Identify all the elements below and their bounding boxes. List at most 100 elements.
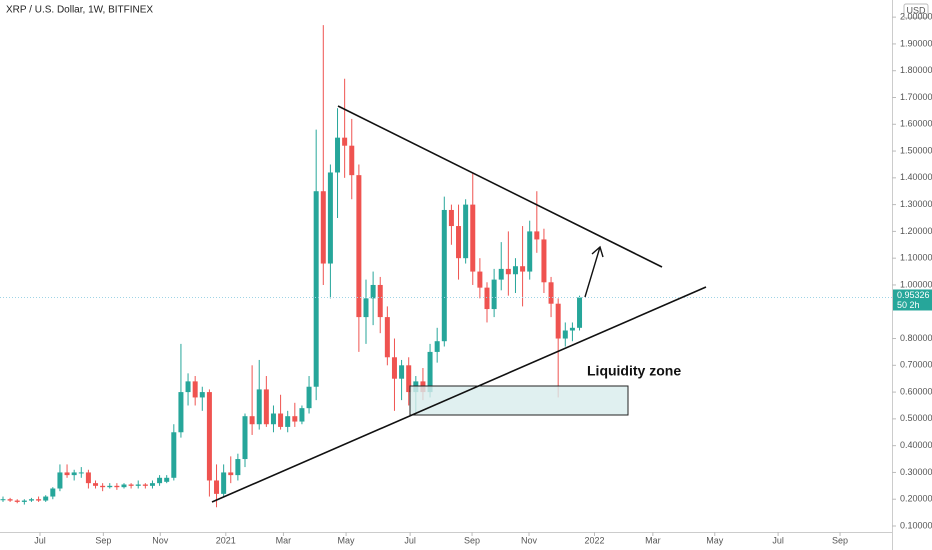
y-tick-label: 1.40000: [900, 172, 932, 182]
candle-body: [100, 485, 106, 488]
y-tick-label: 0.30000: [900, 467, 932, 477]
candle-body: [349, 145, 355, 176]
candle-body: [320, 191, 326, 264]
candle-body: [391, 357, 397, 379]
x-tick-label: May: [706, 535, 724, 545]
candle-body: [0, 499, 6, 501]
candle-body: [128, 484, 134, 486]
candle-body: [498, 268, 504, 280]
candle-body: [249, 416, 255, 425]
candle-body: [242, 416, 248, 460]
y-tick-label: 0.70000: [900, 360, 932, 370]
lower-trendline: [211, 286, 707, 503]
candle-body: [534, 231, 540, 240]
x-tick-label: Sep: [464, 535, 480, 545]
candle-body: [477, 271, 483, 288]
y-tick-label: 1.00000: [900, 279, 932, 289]
candle-body: [292, 416, 298, 422]
y-tick-label: 1.70000: [900, 92, 932, 102]
unit-box: [903, 3, 929, 19]
candle-body: [434, 341, 440, 352]
candle-body: [221, 472, 227, 494]
x-tick-label: Nov: [521, 535, 538, 545]
candle-body: [43, 496, 49, 501]
candle-body: [541, 239, 547, 283]
candle-body: [36, 499, 42, 501]
candle-body: [527, 231, 533, 272]
candle-body: [263, 389, 269, 425]
y-tick-label: 0.10000: [900, 520, 932, 530]
candle-body: [93, 483, 99, 486]
y-tick-label: 0.60000: [900, 386, 932, 396]
x-tick-label: Sep: [95, 535, 111, 545]
x-tick-label: Sep: [832, 535, 848, 545]
candle-body: [64, 472, 70, 476]
candle-body: [21, 500, 27, 502]
candle-body: [214, 480, 220, 494]
candle-body: [107, 485, 113, 488]
candle-body: [270, 413, 276, 425]
annotation: Liquidity zone: [587, 363, 681, 379]
candle-body: [569, 327, 575, 331]
y-tick-label: 0.80000: [900, 333, 932, 343]
candle-body: [256, 389, 262, 425]
candle-body: [7, 499, 13, 501]
x-tick-label: 2022: [584, 535, 604, 545]
candle-body: [135, 484, 141, 486]
countdown-label: 50 2h: [897, 300, 920, 310]
candle-body: [185, 381, 191, 393]
x-tick-label: 2021: [216, 535, 236, 545]
candle-body: [427, 351, 433, 393]
candle-body: [327, 172, 333, 264]
candle-body: [406, 365, 412, 393]
candle-body: [520, 266, 526, 272]
chart-title: XRP / U.S. Dollar, 1W, BITFINEX: [6, 5, 153, 16]
y-tick-label: 0.40000: [900, 440, 932, 450]
candle-body: [285, 416, 291, 427]
candle-body: [441, 209, 447, 342]
candle-body: [206, 392, 212, 481]
y-tick-label: 1.60000: [900, 119, 932, 129]
candle-body: [199, 392, 205, 398]
x-tick-label: Jul: [772, 535, 784, 545]
x-tick-label: Nov: [152, 535, 169, 545]
candle-body: [164, 477, 170, 482]
candle-body: [463, 204, 469, 259]
x-tick-label: Jul: [404, 535, 416, 545]
candle-body: [484, 287, 490, 310]
candle-body: [399, 365, 405, 379]
marks: [0, 25, 892, 508]
candle-body: [121, 484, 127, 488]
candle-body: [192, 381, 198, 398]
candle-body: [85, 472, 91, 484]
candle-body: [548, 282, 554, 304]
candle-body: [577, 297, 583, 328]
x-tick-label: Jul: [34, 535, 46, 545]
candle-body: [491, 279, 497, 310]
candle-body: [342, 137, 348, 146]
x-tick-label: Mar: [645, 535, 661, 545]
price-tag-label: 0.95326: [897, 290, 930, 300]
candle-body: [470, 204, 476, 272]
candle-body: [142, 484, 148, 486]
candle-body: [278, 413, 284, 427]
candle-body: [235, 459, 241, 476]
candle-body: [512, 266, 518, 275]
unit-label: USD: [906, 5, 926, 15]
candle-body: [50, 488, 56, 497]
candle-body: [370, 284, 376, 299]
y-tick-label: 1.80000: [900, 65, 932, 75]
candle-body: [299, 408, 305, 422]
candle-body: [448, 209, 454, 227]
candle-body: [377, 284, 383, 318]
y-tick-label: 0.20000: [900, 494, 932, 504]
x-tick-label: May: [338, 535, 356, 545]
upper-trendline: [337, 105, 663, 268]
candle-body: [313, 191, 319, 387]
candle-body: [14, 500, 20, 502]
y-tick-label: 0.50000: [900, 413, 932, 423]
arrow: [584, 245, 604, 298]
candle-body: [505, 268, 511, 275]
candle-body: [114, 485, 120, 488]
candle-body: [157, 477, 163, 484]
